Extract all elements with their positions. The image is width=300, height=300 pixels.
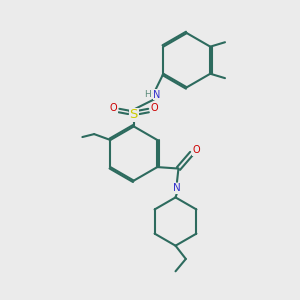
Text: O: O bbox=[110, 103, 118, 113]
Text: N: N bbox=[153, 90, 160, 100]
Text: O: O bbox=[150, 103, 158, 113]
Text: H: H bbox=[144, 90, 150, 99]
Text: O: O bbox=[192, 145, 200, 155]
Text: S: S bbox=[130, 108, 138, 121]
Text: N: N bbox=[173, 183, 181, 193]
